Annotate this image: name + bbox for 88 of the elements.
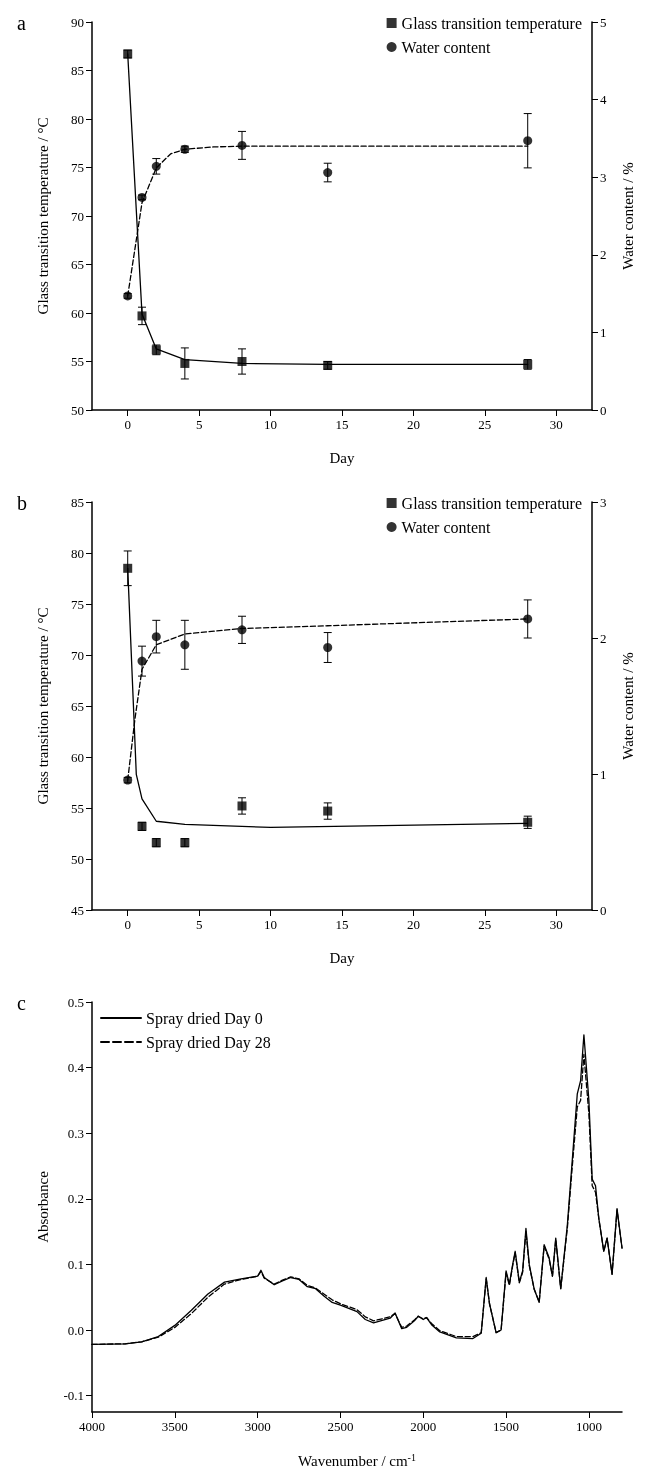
x-tick-label: 30	[549, 917, 563, 932]
point	[237, 357, 247, 366]
y-tick-label: 80	[71, 545, 84, 561]
point	[237, 625, 247, 635]
x-tick-label: 2000	[410, 1419, 437, 1434]
point	[151, 632, 161, 642]
x-tick-label: 4000	[79, 1419, 105, 1434]
point	[137, 311, 147, 321]
x-axis-title: Day	[329, 449, 355, 466]
point	[323, 643, 333, 653]
x-tick-label: 3500	[161, 1419, 188, 1434]
y-axis-title: Absorbance	[34, 1170, 51, 1243]
y-tick-label: 45	[71, 902, 84, 918]
y-tick-label: -0.1	[63, 1388, 84, 1404]
point	[180, 358, 190, 368]
x-tick-label: 3000	[244, 1419, 271, 1434]
legend-label: Spray dried Day 0	[146, 1009, 263, 1028]
y2-tick-label: 5	[600, 14, 607, 30]
x-tick-label: 0	[124, 417, 131, 432]
y2-tick-label: 0	[600, 902, 607, 918]
y-tick-label: 60	[71, 749, 84, 765]
y-tick-label: 65	[71, 257, 84, 272]
x-tick-label: 5	[195, 417, 203, 432]
y-tick-label: 60	[71, 305, 84, 321]
y-tick-label: 0.3	[67, 1125, 84, 1141]
y2-axis-title: Water content / %	[619, 162, 636, 270]
point	[137, 656, 147, 666]
y-tick-label: 0.5	[67, 994, 84, 1010]
y-tick-label: 55	[71, 800, 84, 816]
x-tick-label: 25	[478, 917, 492, 932]
point	[123, 563, 133, 573]
y-tick-label: 75	[71, 596, 84, 612]
x-tick-label: 1000	[575, 1419, 602, 1434]
chart-title: a	[17, 12, 26, 34]
point	[237, 801, 247, 811]
y-tick-label: 75	[71, 160, 84, 175]
y-tick-label: 70	[71, 208, 84, 224]
x-tick-label: 15	[335, 917, 349, 932]
y-axis-title: Glass transition temperature / °C	[34, 607, 51, 805]
x-tick-label: 15	[335, 417, 349, 432]
legend-label: Glass transition temperature	[401, 494, 582, 513]
point	[523, 614, 533, 624]
y2-axis-title: Water content / %	[619, 652, 636, 760]
y-tick-label: 50	[71, 402, 84, 418]
x-tick-label: 10	[264, 917, 278, 932]
x-tick-label: 30	[549, 417, 563, 432]
x-tick-label: 0	[124, 917, 131, 932]
y-tick-label: 85	[71, 63, 84, 78]
x-tick-label: 1500	[493, 1419, 520, 1434]
y-tick-label: 80	[71, 111, 84, 127]
y-tick-label: 0.1	[67, 1256, 84, 1272]
x-axis-title: Day	[329, 949, 355, 966]
point	[323, 806, 333, 816]
y-tick-label: 0.0	[67, 1322, 84, 1338]
y2-tick-label: 1	[600, 324, 607, 340]
x-tick-label: 5	[195, 917, 203, 932]
point	[323, 168, 333, 178]
y2-tick-label: 2	[600, 247, 607, 263]
point	[180, 640, 190, 650]
y2-tick-label: 3	[600, 169, 607, 185]
point	[237, 140, 247, 150]
y-tick-label: 90	[71, 14, 84, 30]
legend-label: Spray dried Day 28	[146, 1033, 271, 1052]
y-tick-label: 85	[71, 494, 84, 510]
legend-label: Water content	[401, 38, 492, 56]
x-tick-label: 25	[478, 417, 492, 432]
y2-tick-label: 3	[600, 494, 607, 510]
y-axis-title: Glass transition temperature / °C	[34, 117, 51, 315]
legend-label: Water content	[401, 518, 492, 536]
y-tick-label: 0.2	[67, 1191, 84, 1207]
y-tick-label: 55	[71, 354, 84, 369]
y-tick-label: 70	[71, 647, 84, 663]
chart-title: b	[17, 492, 27, 514]
point	[523, 136, 533, 146]
x-tick-label: 20	[406, 917, 420, 932]
y2-tick-label: 2	[600, 630, 607, 646]
y2-tick-label: 1	[600, 766, 607, 782]
y-tick-label: 0.4	[67, 1060, 85, 1076]
x-tick-label: 20	[406, 417, 420, 432]
point	[151, 161, 161, 171]
y2-tick-label: 0	[600, 402, 607, 418]
x-tick-label: 2500	[327, 1419, 354, 1434]
y2-tick-label: 4	[600, 92, 607, 108]
y-tick-label: 65	[71, 698, 84, 714]
chart-title: c	[17, 992, 26, 1014]
x-tick-label: 10	[264, 417, 278, 432]
legend-label: Glass transition temperature	[401, 14, 582, 33]
y-tick-label: 50	[71, 851, 84, 867]
